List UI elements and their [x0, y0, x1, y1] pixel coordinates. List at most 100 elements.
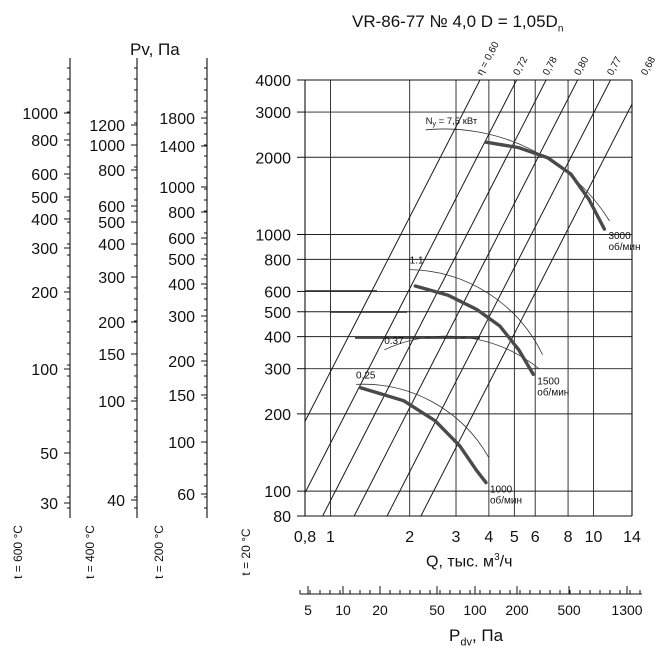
pdv-tick-label: 1300 — [611, 602, 642, 618]
efficiency-line — [322, 80, 547, 516]
speed-curve — [358, 386, 488, 485]
speed-label: 1500 — [537, 376, 560, 387]
speed-label-unit: об/мин — [608, 241, 640, 253]
temp-scale-label: 500 — [168, 252, 195, 269]
temp-scale-label: 800 — [31, 133, 58, 150]
power-arc — [409, 269, 543, 355]
pdv-tick-label: 5 — [304, 602, 312, 618]
dynamic-pressure-scale: 5 10 20 50 100 200 500 1300 — [299, 586, 643, 618]
temp-scale-label: 100 — [98, 394, 125, 411]
temp-scale-label: 300 — [98, 270, 125, 287]
chart-title: VR-86-77 № 4,0 D = 1,05Dn — [352, 12, 563, 34]
x-tick-label: 6 — [531, 529, 540, 546]
temp-scale-label: 1000 — [159, 180, 195, 197]
efficiency-label: 0,78 — [541, 55, 560, 78]
y-tick-label: 2000 — [255, 150, 291, 167]
pdv-axis-label-main: P — [449, 626, 461, 645]
temp-scale-label: 1000 — [22, 106, 58, 123]
temp-scale-label: 600 — [98, 199, 125, 216]
x-tick-label: 3 — [452, 529, 461, 546]
pdv-tick-label: 20 — [372, 602, 388, 618]
temp-scale-label: 600 — [31, 167, 58, 184]
efficiency-line — [305, 80, 481, 423]
temp-scale-label: 400 — [31, 212, 58, 229]
x-tick-label: 14 — [623, 529, 641, 546]
temp-scale-label: 30 — [40, 496, 58, 513]
x-tick-label: 2 — [405, 529, 414, 546]
speed-label: 1000 — [490, 485, 513, 496]
efficiency-label: 0,80 — [573, 55, 592, 78]
temp-scale-label: 50 — [40, 446, 58, 463]
power-label: 0.37 — [384, 336, 404, 347]
power-arc — [384, 335, 540, 370]
y-tick-label: 4000 — [255, 73, 291, 90]
temp-scale-label: 400 — [168, 277, 195, 294]
pdv-tick-label: 100 — [463, 602, 487, 618]
power-arcs — [355, 128, 610, 458]
x-axis-label-suffix: /ч — [499, 553, 513, 571]
temp-scale-label: 60 — [177, 487, 195, 504]
efficiency-label: 0,72 — [512, 55, 531, 78]
chart-title-text: VR-86-77 № 4,0 D = 1,05D — [352, 12, 558, 31]
y-tick-label: 500 — [264, 305, 291, 322]
speed-label-unit: об/мин — [537, 386, 569, 398]
chart-labels: 0,8 1 2 3 4 5 6 8 10 14 80 100 200 300 400 500 600 800 100… — [255, 40, 658, 546]
efficiency-line — [353, 80, 579, 516]
x-tick-label: 4 — [484, 529, 493, 546]
temp-scale-label: 1800 — [159, 111, 195, 128]
pdv-axis-label-subscript: dv — [460, 636, 472, 649]
speed-curve — [413, 284, 535, 377]
speed-curves — [358, 140, 607, 485]
efficiency-line — [305, 80, 518, 494]
temp-scale-label: 1000 — [89, 138, 125, 155]
power-arc — [355, 383, 490, 458]
x-tick-label: 10 — [585, 529, 603, 546]
pdv-axis-label-suffix: , Па — [471, 626, 504, 645]
x-axis-label-superscript: 3 — [494, 552, 500, 563]
y-tick-label: 100 — [264, 484, 291, 501]
speed-label-unit: об/мин — [490, 495, 522, 507]
efficiency-line — [386, 80, 611, 516]
x-tick-label: 5 — [510, 529, 519, 546]
temp-scale-label: 800 — [168, 205, 195, 222]
temp-scale-label: 500 — [31, 190, 58, 207]
pdv-tick-label: 10 — [335, 602, 351, 618]
efficiency-label: η = 0,60 — [475, 40, 502, 78]
temp-scale-label: 300 — [31, 241, 58, 258]
y-tick-label: 400 — [264, 330, 291, 347]
temp-scale-title: t = 400 °C — [83, 525, 97, 579]
pdv-tick-label: 50 — [429, 602, 445, 618]
temp-scale-label: 500 — [98, 215, 125, 232]
y-tick-label: 1000 — [255, 228, 291, 245]
pdv-tick-label: 200 — [505, 602, 529, 618]
y-axis-label: Pv, Па — [130, 40, 180, 59]
temp-scale-label: 400 — [98, 237, 125, 254]
temp-scale-label: 100 — [31, 362, 58, 379]
temp-scale-label: 40 — [107, 493, 125, 510]
pdv-axis-label: Pdv, Па — [449, 626, 503, 648]
x-tick-label: 8 — [564, 529, 573, 546]
x-tick-label: 0,8 — [294, 529, 316, 546]
x-tick-label: 1 — [326, 529, 335, 546]
temp-scale-label: 1400 — [159, 139, 195, 156]
y-tick-label: 300 — [264, 362, 291, 379]
pdv-tick-label: 500 — [557, 602, 581, 618]
temp-scale-label: 200 — [31, 285, 58, 302]
speed-label: 3000 — [608, 231, 631, 242]
temp-scale-label: 200 — [168, 354, 195, 371]
power-label: 1.1 — [410, 256, 424, 267]
temp-scale-label: 100 — [168, 435, 195, 452]
y-tick-label: 3000 — [255, 105, 291, 122]
power-label: Nу = 7,5 кВт — [426, 116, 478, 128]
power-arc — [425, 128, 610, 222]
temp-scale-title: t = 600 °C — [11, 525, 25, 579]
temp-scale-label: 600 — [168, 231, 195, 248]
temp-scale-label: 150 — [98, 347, 125, 364]
y-tick-label: 80 — [273, 509, 291, 526]
temp-scale-label: 200 — [98, 315, 125, 332]
y-tick-label: 800 — [264, 252, 291, 269]
temp-scale-title: t = 200 °C — [152, 525, 166, 579]
